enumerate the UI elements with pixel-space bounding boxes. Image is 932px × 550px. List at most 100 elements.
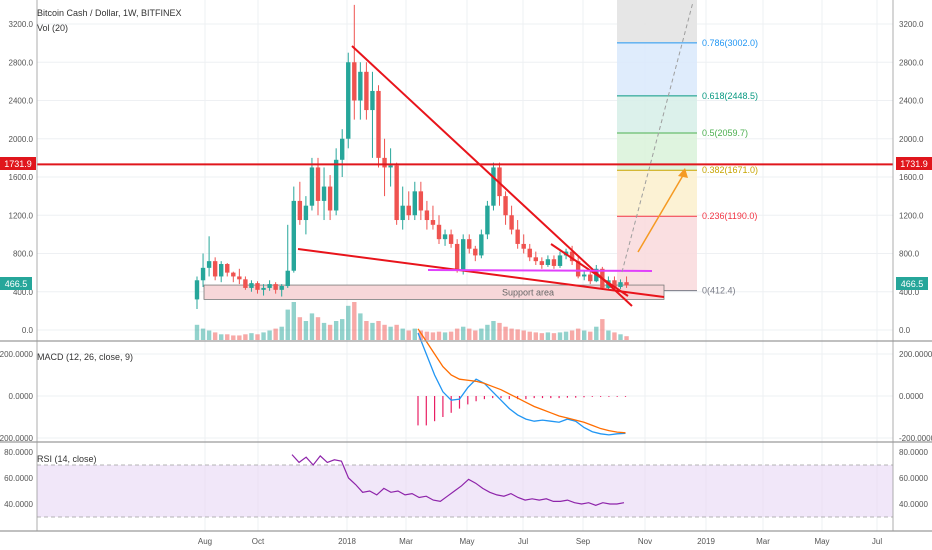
volume-bar	[454, 328, 460, 340]
x-tick-label: Jul	[872, 537, 882, 546]
y-tick-label-left: 1600.0	[9, 173, 34, 182]
volume-bar	[533, 332, 538, 340]
volume-bar	[382, 324, 387, 340]
candle-body	[273, 284, 278, 290]
macd-tick-left: -200.0000	[0, 434, 34, 443]
volume-bar	[515, 329, 520, 340]
rsi-pane	[37, 454, 893, 518]
y-tick-label-left: 2000.0	[9, 135, 34, 144]
rsi-tick-right: 80.0000	[899, 448, 928, 457]
volume-bar	[606, 330, 611, 340]
x-tick-label: Sep	[576, 537, 591, 546]
candle-body	[569, 251, 575, 262]
volume-bar	[473, 330, 478, 340]
candle-body	[237, 276, 242, 280]
candle-body	[206, 261, 212, 268]
symbol-title: Bitcoin Cash / Dollar, 1W, BITFINEX	[37, 8, 182, 18]
drawings[interactable]	[37, 1, 893, 307]
volume-bar	[231, 335, 236, 340]
volume-bar	[346, 305, 351, 340]
y-tick-label-left: 2800.0	[9, 58, 34, 67]
rsi-tick-right: 60.0000	[899, 474, 928, 483]
candle-body	[418, 191, 424, 211]
candle-body	[424, 210, 430, 221]
candle-body	[406, 205, 411, 216]
volume-bar	[340, 319, 345, 340]
volume-bar	[503, 326, 508, 340]
volume-bar	[624, 336, 629, 340]
support-area-box[interactable]	[203, 284, 665, 300]
volume-bar	[400, 328, 405, 340]
candle-body	[194, 280, 200, 300]
volume-bar	[497, 322, 502, 340]
candle-body	[485, 205, 490, 235]
volume-bar	[424, 331, 430, 340]
candle-body	[261, 287, 266, 290]
candle-body	[225, 264, 230, 273]
fibonacci-retracement[interactable]: 0(412.4) 0.236(1190.0) 0.382(1671.0) 0.5(20…	[617, 0, 758, 296]
x-tick-label: 2018	[338, 537, 356, 546]
candle-body	[527, 248, 532, 258]
volume-bar	[527, 331, 532, 340]
candle-body	[315, 167, 321, 201]
resistance-badge-text-left: 1731.9	[4, 159, 32, 169]
candle-body	[545, 259, 551, 265]
x-tick-label: Nov	[638, 537, 652, 546]
volume-bars	[194, 302, 629, 340]
fib-level-label: 0(412.4)	[702, 286, 736, 296]
macd-tick-left: 200.0000	[0, 350, 34, 359]
y-tick-label-right: 1600.0	[899, 173, 924, 182]
x-tick-label: May	[459, 537, 474, 546]
projection-arrow	[637, 171, 686, 253]
candle-body	[231, 272, 236, 277]
rsi-indicator-label: RSI (14, close)	[37, 454, 97, 464]
candle-body	[249, 283, 254, 288]
volume-bar	[582, 330, 587, 340]
volume-bar	[370, 322, 375, 340]
candle-body	[219, 264, 224, 277]
y-tick-label-right: 2800.0	[899, 58, 924, 67]
fib-level-label: 0.5(2059.7)	[702, 128, 748, 138]
candle-body	[624, 282, 629, 286]
candle-body	[267, 284, 272, 288]
volume-bar	[206, 330, 212, 340]
volume-bar	[618, 334, 623, 340]
candle-body	[364, 71, 369, 111]
candle-body	[479, 234, 484, 256]
volume-bar	[509, 328, 514, 340]
candle-body	[400, 205, 405, 221]
x-tick-label: Aug	[198, 537, 212, 546]
volume-bar	[557, 332, 563, 340]
candle-body	[557, 255, 563, 266]
fib-level-label: 0.618(2448.5)	[702, 91, 758, 101]
volume-bar	[291, 302, 296, 340]
macd-series-line	[417, 332, 626, 436]
candle-body	[285, 270, 290, 287]
volume-bar	[327, 324, 333, 340]
volume-bar	[376, 321, 381, 340]
candle-body	[467, 239, 472, 249]
candle-body	[352, 62, 357, 101]
volume-bar	[442, 332, 448, 340]
y-tick-label-right: 1200.0	[899, 211, 924, 220]
candle-body	[448, 234, 454, 244]
projection-dashed-line	[621, 1, 694, 273]
y-tick-label-right: 0.0	[899, 326, 911, 335]
candle-body	[279, 286, 284, 290]
y-tick-label-left: 0.0	[22, 326, 34, 335]
candle-body	[539, 261, 545, 265]
volume-bar	[321, 322, 327, 340]
candle-body	[612, 280, 617, 287]
macd-tick-right: 0.0000	[899, 392, 924, 401]
volume-bar	[273, 328, 278, 340]
candle-body	[533, 257, 538, 262]
volume-bar	[563, 331, 569, 340]
volume-bar	[225, 334, 230, 340]
volume-bar	[249, 333, 254, 340]
volume-bar	[237, 335, 242, 340]
candle-body	[461, 239, 466, 271]
resistance-badge-text-right: 1731.9	[900, 159, 928, 169]
support-area-label: Support area	[502, 288, 554, 298]
